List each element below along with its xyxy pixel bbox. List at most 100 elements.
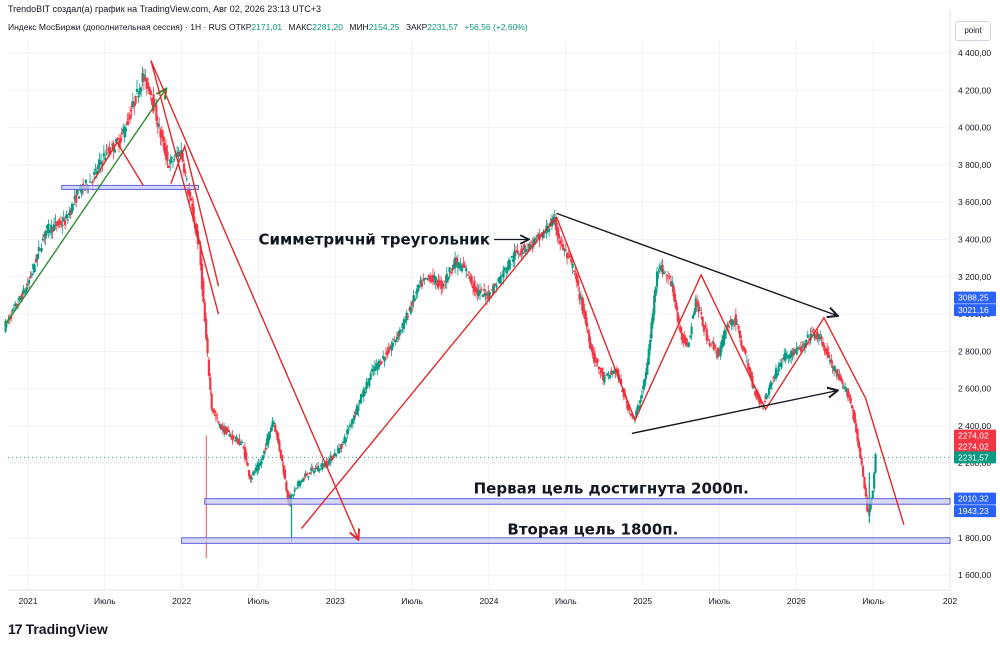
- candle-body: [716, 347, 719, 358]
- candle-body: [485, 297, 489, 299]
- candle-body: [383, 356, 386, 362]
- candle-body: [662, 272, 666, 275]
- candle-body: [169, 159, 172, 164]
- price-scale-mode-button[interactable]: point: [955, 21, 991, 41]
- candle-body: [292, 494, 295, 497]
- candle-body: [466, 274, 469, 276]
- candle-body: [221, 425, 224, 431]
- candle-body: [279, 449, 282, 458]
- candle-body: [783, 353, 786, 360]
- candle-body: [267, 433, 270, 445]
- candle-body: [711, 342, 714, 343]
- candle-body: [55, 222, 58, 226]
- candle-body: [163, 142, 166, 153]
- candle-body: [361, 396, 364, 397]
- target-zone: [181, 537, 951, 544]
- candle-body: [745, 360, 749, 362]
- candle-body: [106, 152, 110, 154]
- candle-body: [752, 385, 755, 389]
- candle-body: [166, 151, 169, 161]
- candle-body: [254, 467, 258, 472]
- candle-body: [525, 249, 529, 251]
- candle-body: [329, 455, 332, 461]
- candle-body: [389, 346, 392, 350]
- candle-body: [725, 332, 728, 334]
- candle-body: [391, 342, 394, 347]
- candle-body: [192, 206, 195, 222]
- candle-body: [481, 294, 484, 298]
- candle-body: [104, 157, 107, 160]
- time-tick-label: Июль: [94, 596, 116, 606]
- candle-body: [736, 323, 739, 325]
- candle-body: [749, 371, 753, 379]
- candle-body: [28, 280, 31, 284]
- candle-body: [802, 344, 805, 346]
- candle-body: [621, 389, 624, 393]
- candle-body: [308, 472, 311, 475]
- candle-body: [359, 394, 363, 404]
- candle-body: [61, 224, 64, 227]
- candle-body: [293, 489, 296, 492]
- candle-body: [640, 394, 643, 399]
- candle-body: [63, 220, 67, 226]
- candle-body: [512, 259, 515, 262]
- candle-body: [95, 170, 98, 175]
- candle-body: [470, 276, 473, 285]
- low-value: 2154,25: [368, 22, 400, 32]
- candle-body: [642, 386, 645, 390]
- candle-body: [524, 250, 527, 253]
- candle-body: [654, 287, 657, 296]
- price-tick-label: 3 800,00: [958, 160, 991, 170]
- candle-body: [799, 346, 802, 352]
- candle-body: [738, 330, 742, 339]
- candle-body: [655, 271, 659, 287]
- candle-body: [519, 253, 522, 256]
- candle-body: [247, 469, 251, 477]
- candle-body: [806, 334, 809, 338]
- candle-body: [796, 348, 800, 350]
- candle-body: [252, 471, 255, 475]
- candle-body: [861, 466, 865, 477]
- candle-body: [50, 224, 53, 234]
- candle-body: [720, 340, 724, 349]
- candle-body: [23, 292, 27, 294]
- candle-body: [134, 96, 137, 104]
- candle-body: [787, 354, 790, 359]
- candle-body: [523, 244, 526, 251]
- candle-body: [560, 240, 563, 242]
- candle-body: [272, 422, 276, 425]
- price-tick-label: 2 600,00: [958, 384, 991, 394]
- candle-body: [285, 481, 288, 491]
- candle-body: [856, 428, 859, 442]
- candle-body: [860, 457, 863, 465]
- candle-body: [784, 352, 787, 361]
- candle-body: [123, 126, 126, 138]
- candle-body: [513, 250, 516, 261]
- candle-body: [137, 95, 140, 98]
- candle-body: [705, 328, 708, 341]
- instrument-name[interactable]: Индекс МосБиржи (дополнительная сессия) …: [8, 22, 227, 32]
- candle-body: [459, 263, 462, 269]
- candle-body: [693, 311, 696, 316]
- candle-body: [708, 343, 711, 345]
- candle-body: [628, 406, 631, 410]
- candle-body: [528, 243, 531, 251]
- candle-body: [48, 231, 51, 233]
- tradingview-logo[interactable]: 17 TradingView: [8, 621, 108, 637]
- candle-body: [431, 274, 435, 283]
- candle-body: [218, 423, 222, 428]
- candle-body: [581, 298, 584, 311]
- candle-body: [758, 394, 761, 404]
- time-tick-label: 2021: [19, 596, 38, 606]
- candle-body: [454, 257, 457, 269]
- candle-body: [406, 316, 410, 318]
- candle-body: [715, 353, 718, 354]
- candle-body: [200, 263, 204, 290]
- candle-body: [770, 383, 773, 385]
- candle-body: [199, 245, 202, 266]
- candle-body: [326, 462, 329, 466]
- candle-body: [398, 329, 401, 336]
- candle-body: [790, 351, 793, 358]
- candle-body: [614, 372, 617, 374]
